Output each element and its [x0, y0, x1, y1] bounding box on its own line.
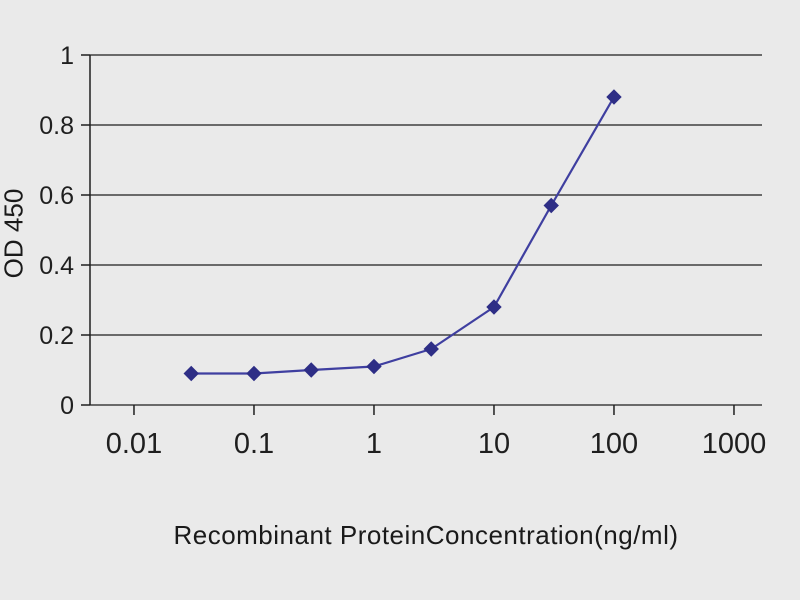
data-point-marker [606, 89, 622, 105]
x-tick-label: 1000 [702, 428, 767, 460]
x-tick-label: 0.01 [106, 428, 162, 460]
data-point-marker [486, 299, 502, 315]
y-axis-title: OD 450 [0, 188, 29, 279]
y-tick-label: 0.6 [39, 182, 74, 210]
x-tick-label: 100 [590, 428, 638, 460]
data-point-marker [246, 365, 262, 382]
series-line [191, 96, 615, 375]
data-point-marker [303, 362, 319, 378]
y-tick-label: 0.4 [39, 252, 74, 280]
data-point-marker [366, 358, 382, 375]
data-point-marker [543, 197, 559, 214]
y-tick-label: 0.8 [39, 112, 74, 140]
x-tick-label: 1 [366, 428, 382, 460]
data-point-marker [423, 341, 439, 357]
y-tick-label: 0 [60, 392, 74, 420]
y-tick-label: 0.2 [39, 322, 74, 350]
data-point-marker [183, 365, 199, 382]
y-tick-label: 1 [60, 42, 74, 70]
x-tick-label: 10 [478, 428, 510, 460]
x-tick-label: 0.1 [234, 428, 274, 460]
x-axis-title: Recombinant ProteinConcentration(ng/ml) [173, 520, 679, 550]
